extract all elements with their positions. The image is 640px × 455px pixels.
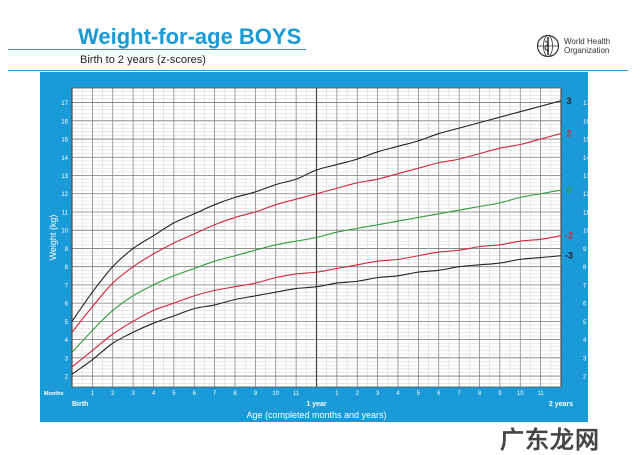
x-month-tick-label: 4 xyxy=(396,391,400,397)
y-tick-label-right: 5 xyxy=(583,320,587,326)
page-title: Weight-for-age BOYS xyxy=(78,24,302,49)
x-month-tick-label: 9 xyxy=(498,391,502,397)
y-tick-label-right: 13 xyxy=(583,174,588,180)
y-tick-label-left: 6 xyxy=(65,302,69,308)
y-tick-label-right: 9 xyxy=(583,247,587,253)
x-month-tick-label: 5 xyxy=(172,391,176,397)
weight-chart: 2233445566778899101011111212131314141515… xyxy=(44,87,588,420)
x-month-tick-label: 7 xyxy=(213,391,217,397)
y-tick-label-right: 4 xyxy=(583,338,587,344)
y-tick-label-left: 7 xyxy=(65,283,69,289)
y-tick-label-right: 17 xyxy=(583,101,588,107)
months-label: Months xyxy=(44,391,64,397)
x-month-tick-label: 3 xyxy=(376,391,380,397)
x-month-tick-label: 11 xyxy=(538,391,545,397)
y-tick-label-right: 6 xyxy=(583,302,587,308)
y-axis-label: Weight (kg) xyxy=(48,215,58,261)
x-year-tick-label: 1 year xyxy=(306,401,327,408)
y-tick-label-left: 17 xyxy=(61,101,68,107)
plot-border xyxy=(71,87,562,388)
x-month-tick-label: 6 xyxy=(193,391,197,397)
x-month-tick-label: 3 xyxy=(131,391,135,397)
x-month-tick-label: 11 xyxy=(293,391,300,397)
series-line-z-3 xyxy=(71,255,562,375)
y-tick-label-left: 9 xyxy=(65,247,69,253)
y-tick-label-left: 4 xyxy=(65,338,69,344)
series-label-z0: 0 xyxy=(566,185,571,195)
series-line-z2 xyxy=(71,133,562,333)
x-month-tick-label: 1 xyxy=(335,391,339,397)
y-tick-label-right: 15 xyxy=(583,138,588,144)
y-tick-label-right: 12 xyxy=(583,192,588,198)
x-month-tick-label: 8 xyxy=(478,391,482,397)
x-month-tick-label: 9 xyxy=(254,391,258,397)
page-subtitle: Birth to 2 years (z-scores) xyxy=(80,54,206,66)
x-month-tick-label: 10 xyxy=(272,391,279,397)
x-month-tick-label: 5 xyxy=(417,391,421,397)
org-name: World Health Organization xyxy=(564,37,611,55)
y-tick-label-left: 5 xyxy=(65,320,69,326)
x-month-tick-label: 2 xyxy=(111,391,115,397)
series-label-z-3: -3 xyxy=(565,251,573,261)
series-label-z-2: -2 xyxy=(565,231,573,241)
series-line-z0 xyxy=(71,189,562,353)
header-rule-bottom xyxy=(8,70,628,71)
y-tick-label-right: 14 xyxy=(583,156,588,162)
watermark-text: 广东龙网 xyxy=(500,427,600,454)
y-tick-label-left: 11 xyxy=(62,210,69,216)
series-line-z3 xyxy=(71,100,562,322)
y-tick-label-left: 13 xyxy=(61,174,68,180)
x-year-tick-label: Birth xyxy=(72,401,88,408)
y-tick-label-left: 14 xyxy=(61,156,68,162)
series-line-z-2 xyxy=(71,235,562,368)
y-tick-label-left: 3 xyxy=(65,356,69,362)
x-month-tick-label: 2 xyxy=(356,391,360,397)
y-tick-label-left: 10 xyxy=(61,229,68,235)
who-logo: World Health Organization xyxy=(536,34,624,58)
chart-frame: 2233445566778899101011111212131314141515… xyxy=(40,72,588,422)
x-month-tick-label: 6 xyxy=(437,391,441,397)
x-month-tick-label: 8 xyxy=(233,391,237,397)
x-month-tick-label: 10 xyxy=(517,391,524,397)
y-tick-label-right: 8 xyxy=(583,265,587,271)
y-tick-label-left: 15 xyxy=(61,138,68,144)
x-axis-label: Age (completed months and years) xyxy=(246,410,386,420)
y-tick-label-right: 7 xyxy=(583,283,587,289)
y-tick-label-right: 10 xyxy=(583,229,588,235)
y-tick-label-left: 2 xyxy=(65,375,69,381)
y-tick-label-left: 12 xyxy=(61,192,68,198)
series-label-z2: 2 xyxy=(566,129,571,139)
header-rule-top xyxy=(8,49,306,50)
x-month-tick-label: 1 xyxy=(91,391,95,397)
x-year-tick-label: 2 years xyxy=(549,401,573,408)
globe-emblem-icon xyxy=(536,34,560,58)
y-tick-label-left: 16 xyxy=(61,119,68,125)
y-tick-label-left: 8 xyxy=(65,265,69,271)
series-label-z3: 3 xyxy=(566,96,571,106)
y-tick-label-right: 16 xyxy=(583,119,588,125)
x-month-tick-label: 7 xyxy=(457,391,461,397)
y-tick-label-right: 11 xyxy=(583,210,588,216)
x-month-tick-label: 4 xyxy=(152,391,156,397)
y-tick-label-right: 3 xyxy=(583,356,587,362)
y-tick-label-right: 2 xyxy=(583,375,587,381)
